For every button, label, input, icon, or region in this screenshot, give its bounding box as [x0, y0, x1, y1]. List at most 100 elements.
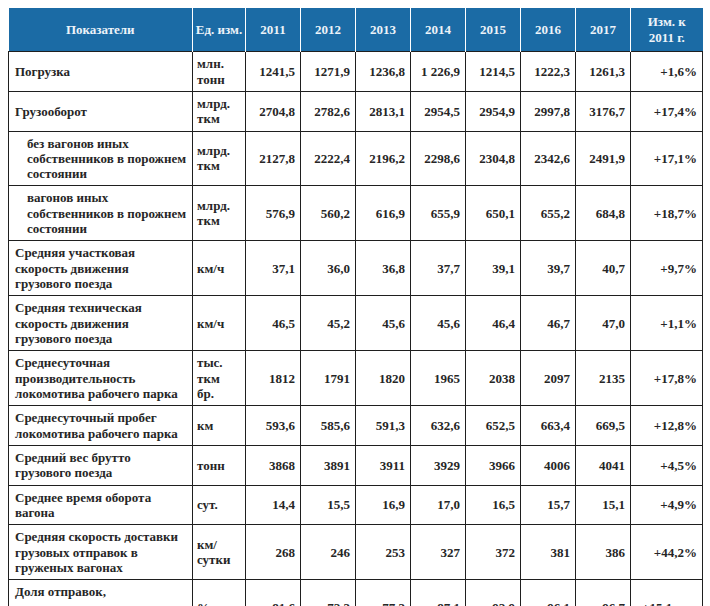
unit-cell: млрд. ткм — [193, 91, 246, 131]
value-cell: 591,3 — [356, 406, 411, 446]
column-header: 2016 — [521, 8, 576, 52]
value-cell: 46,5 — [246, 296, 301, 351]
value-cell: 2997,8 — [521, 91, 576, 131]
value-cell: 72,3 — [301, 580, 356, 606]
value-cell: 14,4 — [246, 485, 301, 525]
change-cell: +17,8% — [631, 351, 703, 406]
value-cell: 632,6 — [411, 406, 466, 446]
indicator-cell: Среднесуточная производительность локомо… — [9, 351, 193, 406]
change-cell: +15,1 п.п. — [631, 580, 703, 606]
value-cell: 684,8 — [576, 186, 631, 241]
table-header-row: ПоказателиЕд. изм.2011201220132014201520… — [9, 8, 703, 52]
indicator-cell: Среднесуточный пробег локомотива рабочег… — [9, 406, 193, 446]
value-cell: 663,4 — [521, 406, 576, 446]
value-cell: 45,6 — [411, 296, 466, 351]
value-cell: 2196,2 — [356, 131, 411, 186]
value-cell: 560,2 — [301, 186, 356, 241]
value-cell: 1 226,9 — [411, 52, 466, 92]
value-cell: 1214,5 — [466, 52, 521, 92]
value-cell: 46,4 — [466, 296, 521, 351]
indicator-cell: Погрузка — [9, 52, 193, 92]
value-cell: 1236,8 — [356, 52, 411, 92]
unit-cell: млрд. ткм — [193, 131, 246, 186]
value-cell: 46,7 — [521, 296, 576, 351]
value-cell: 327 — [411, 525, 466, 580]
change-cell: +44,2% — [631, 525, 703, 580]
unit-cell: тыс. ткм бр. — [193, 351, 246, 406]
value-cell: 2342,6 — [521, 131, 576, 186]
indicator-cell: Средняя участковая скорость движения гру… — [9, 241, 193, 296]
unit-cell: км — [193, 406, 246, 446]
table-row: Средняя участковая скорость движения гру… — [9, 241, 703, 296]
table-header: ПоказателиЕд. изм.2011201220132014201520… — [9, 8, 703, 52]
value-cell: 81,6 — [246, 580, 301, 606]
table-row: Погрузкамлн. тонн1241,51271,91236,81 226… — [9, 52, 703, 92]
value-cell: 17,0 — [411, 485, 466, 525]
value-cell: 1820 — [356, 351, 411, 406]
value-cell: 2038 — [466, 351, 521, 406]
value-cell: 15,5 — [301, 485, 356, 525]
value-cell: 16,9 — [356, 485, 411, 525]
value-cell: 652,5 — [466, 406, 521, 446]
value-cell: 36,0 — [301, 241, 356, 296]
value-cell: 4006 — [521, 446, 576, 486]
value-cell: 2304,8 — [466, 131, 521, 186]
value-cell: 15,7 — [521, 485, 576, 525]
value-cell: 650,1 — [466, 186, 521, 241]
value-cell: 2954,9 — [466, 91, 521, 131]
value-cell: 2222,4 — [301, 131, 356, 186]
column-header: Изм. к 2011 г. — [631, 8, 703, 52]
value-cell: 3176,7 — [576, 91, 631, 131]
indicator-cell: Средняя техническая скорость движения гр… — [9, 296, 193, 351]
page: ПоказателиЕд. изм.2011201220132014201520… — [0, 0, 710, 606]
table-row: Среднесуточный пробег локомотива рабочег… — [9, 406, 703, 446]
indicator-cell: Средний вес брутто грузового поезда — [9, 446, 193, 486]
indicator-cell: Доля отправок, доставленных в нормативны… — [9, 580, 193, 606]
change-cell: +1,6% — [631, 52, 703, 92]
column-header: 2013 — [356, 8, 411, 52]
value-cell: 253 — [356, 525, 411, 580]
table-row: Средний вес брутто грузового поездатонн 3… — [9, 446, 703, 486]
change-cell: +12,8% — [631, 406, 703, 446]
value-cell: 2954,5 — [411, 91, 466, 131]
value-cell: 45,2 — [301, 296, 356, 351]
value-cell: 1965 — [411, 351, 466, 406]
change-cell: +17,1% — [631, 131, 703, 186]
column-header: Показатели — [9, 8, 193, 52]
value-cell: 16,5 — [466, 485, 521, 525]
value-cell: 39,1 — [466, 241, 521, 296]
indicator-cell: вагонов иных собственников в порожнем со… — [9, 186, 193, 241]
value-cell: 655,9 — [411, 186, 466, 241]
table-row: Среднее время оборота вагонасут.14,415,5… — [9, 485, 703, 525]
value-cell: 655,2 — [521, 186, 576, 241]
value-cell: 3891 — [301, 446, 356, 486]
column-header: 2014 — [411, 8, 466, 52]
value-cell: 2813,1 — [356, 91, 411, 131]
value-cell: 616,9 — [356, 186, 411, 241]
value-cell: 3929 — [411, 446, 466, 486]
value-cell: 39,7 — [521, 241, 576, 296]
value-cell: 1261,3 — [576, 52, 631, 92]
value-cell: 2782,6 — [301, 91, 356, 131]
change-cell: +4,9% — [631, 485, 703, 525]
indicators-table: ПоказателиЕд. изм.2011201220132014201520… — [8, 8, 703, 606]
column-header: 2012 — [301, 8, 356, 52]
value-cell: 576,9 — [246, 186, 301, 241]
value-cell: 2298,6 — [411, 131, 466, 186]
value-cell: 2491,9 — [576, 131, 631, 186]
table-row: без вагонов иных собственников в порожне… — [9, 131, 703, 186]
value-cell: 47,0 — [576, 296, 631, 351]
value-cell: 96,7 — [576, 580, 631, 606]
column-header: Ед. изм. — [193, 8, 246, 52]
table-row: Среднесуточная производительность локомо… — [9, 351, 703, 406]
value-cell: 87,1 — [411, 580, 466, 606]
column-header: 2017 — [576, 8, 631, 52]
unit-cell: км/ сутки — [193, 525, 246, 580]
table-row: Средняя техническая скорость движения гр… — [9, 296, 703, 351]
unit-cell: тонн — [193, 446, 246, 486]
table-row: Доля отправок, доставленных в нормативны… — [9, 580, 703, 606]
unit-cell: % — [193, 580, 246, 606]
value-cell: 4041 — [576, 446, 631, 486]
value-cell: 36,8 — [356, 241, 411, 296]
value-cell: 246 — [301, 525, 356, 580]
